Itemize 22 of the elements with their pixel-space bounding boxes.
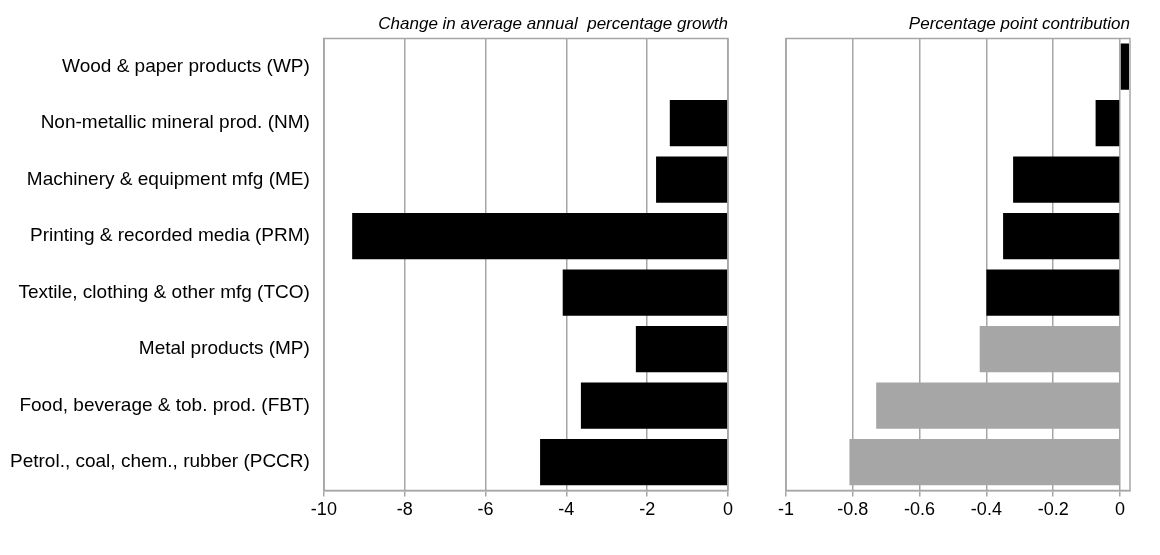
chart-title: Change in average annual percentage growth <box>378 13 728 33</box>
y-tick-label: Printing & recorded media (PRM) <box>30 224 310 246</box>
x-tick-label: -4 <box>558 499 575 520</box>
y-tick-label: Machinery & equipment mfg (ME) <box>26 167 310 189</box>
x-tick-label: -6 <box>477 499 494 520</box>
y-tick-label: Non-metallic mineral prod. (NM) <box>40 111 310 133</box>
y-tick-label: Wood & paper products (WP) <box>62 54 310 76</box>
chart-title: Percentage point contribution <box>908 13 1130 33</box>
y-tick-label: Textile, clothing & other mfg (TCO) <box>18 280 310 302</box>
x-tick-label: -0.6 <box>904 499 936 520</box>
x-tick-label: -10 <box>310 499 337 520</box>
x-tick-label: -2 <box>639 499 656 520</box>
x-tick-label: -0.8 <box>837 499 869 520</box>
x-tick-label: 0 <box>1114 499 1125 520</box>
x-tick-label: -1 <box>777 499 795 520</box>
y-tick-label: Metal products (MP) <box>138 337 310 359</box>
y-tick-label: Food, beverage & tob. prod. (FBT) <box>19 393 310 415</box>
x-tick-label: -0.2 <box>1037 499 1069 520</box>
x-tick-label: -0.4 <box>970 499 1002 520</box>
y-tick-label: Petrol., coal, chem., rubber (PCCR) <box>10 450 310 472</box>
x-tick-label: 0 <box>722 499 734 520</box>
x-tick-label: -8 <box>396 499 413 520</box>
